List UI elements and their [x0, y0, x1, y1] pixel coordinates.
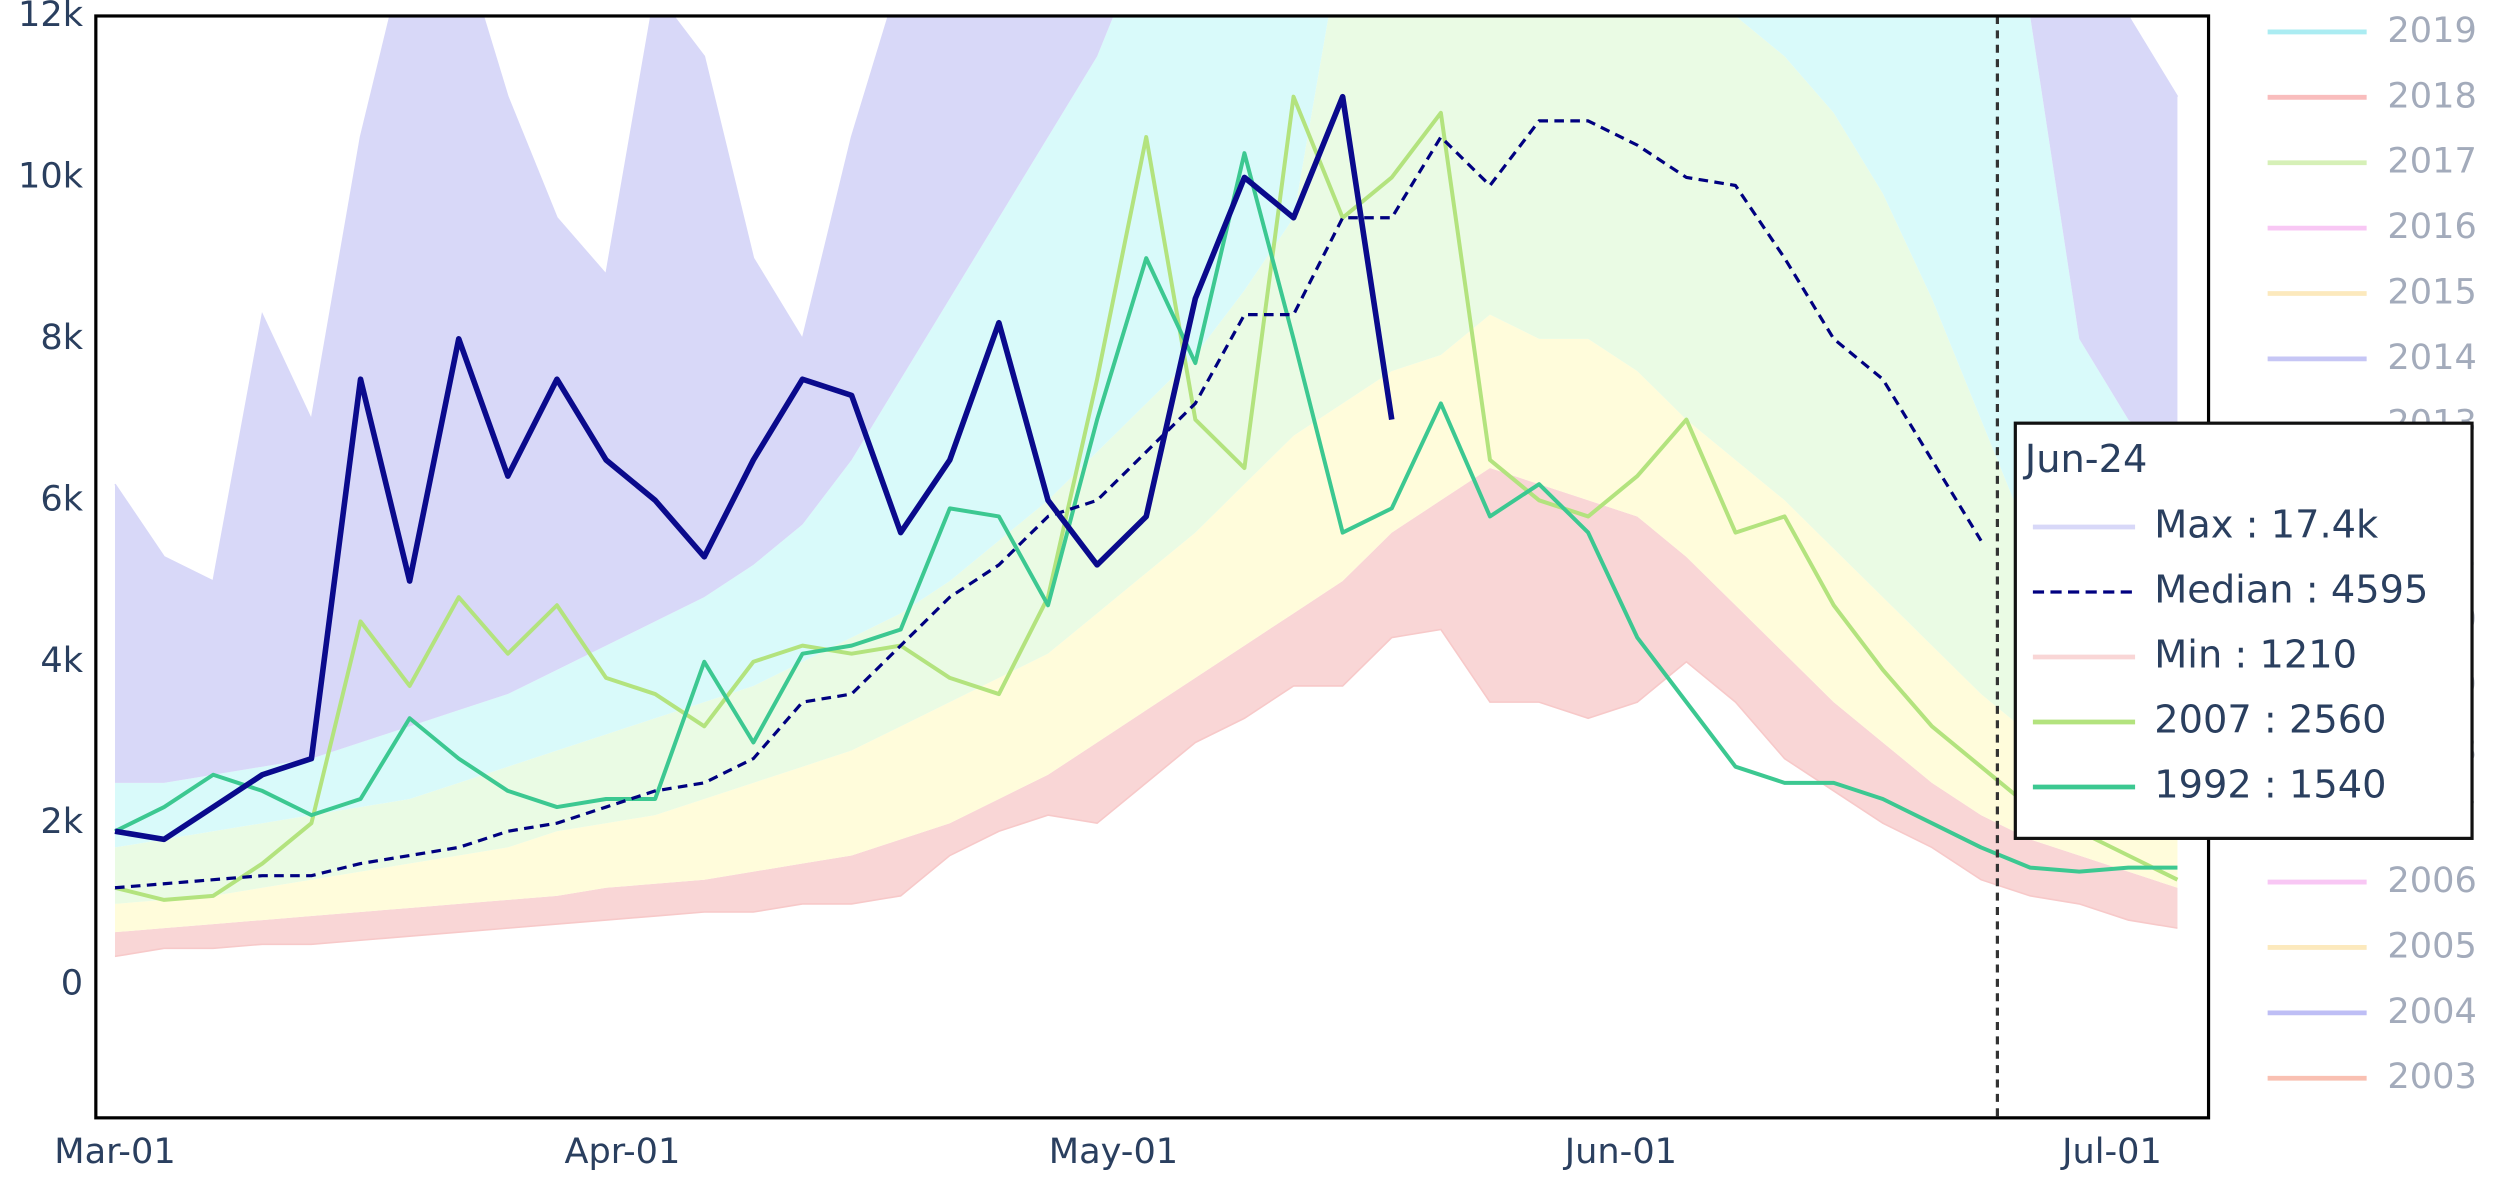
legend-label: 2015 [2387, 272, 2476, 313]
legend-label: 2005 [2387, 925, 2476, 966]
band-area [114, 314, 2178, 933]
legend-label: 2016 [2387, 206, 2476, 247]
series-line [114, 151, 2178, 874]
series-line [114, 94, 2179, 902]
y-tick-label: 4k [40, 640, 83, 681]
axes: 0 2k 4k 6k 8k 10k 12k Mar-01 Apr-01 May-01 Jun-01 J… [18, 0, 2162, 1172]
x-tick-label: Mar-01 [54, 1131, 175, 1172]
y-tick-label: 8k [40, 317, 83, 358]
hover-frame [2013, 421, 2474, 840]
hover-item: Median : 4595 [2154, 567, 2428, 612]
hover-item: 1992 : 1540 [2154, 762, 2386, 807]
legend-label: 2004 [2387, 991, 2476, 1032]
x-tick-label: Jul-01 [2060, 1131, 2162, 1172]
plot-area [114, 15, 2179, 1118]
hover-item: 2007 : 2560 [2154, 697, 2386, 742]
legend-label: 2019 [2387, 10, 2476, 51]
hover-item: Max : 17.4k [2154, 502, 2379, 547]
series-line [114, 119, 1983, 890]
y-tick-label: 12k [18, 0, 84, 35]
x-tick-label: Jun-01 [1563, 1131, 1677, 1172]
y-tick-label: 10k [18, 155, 84, 196]
band-area [114, 15, 2178, 904]
band-area [114, 15, 2178, 783]
x-tick-label: May-01 [1049, 1131, 1178, 1172]
legend-label: 2014 [2387, 337, 2476, 378]
legend-label: 2018 [2387, 75, 2476, 116]
band-area [114, 468, 2178, 957]
y-tick-label: 6k [40, 478, 83, 519]
hover-item: Min : 1210 [2154, 632, 2357, 677]
hover-title: Jun-24 [2023, 437, 2147, 482]
legend-label: 2017 [2387, 141, 2476, 182]
x-tick-label: Apr-01 [564, 1131, 680, 1172]
series-line [114, 93, 1395, 843]
y-tick-label: 0 [61, 963, 83, 1004]
y-tick-label: 2k [40, 801, 83, 842]
min-line [114, 628, 2178, 958]
legend-label: 2003 [2387, 1056, 2476, 1097]
legend-label: 2006 [2387, 860, 2476, 901]
band-area [114, 15, 2178, 848]
